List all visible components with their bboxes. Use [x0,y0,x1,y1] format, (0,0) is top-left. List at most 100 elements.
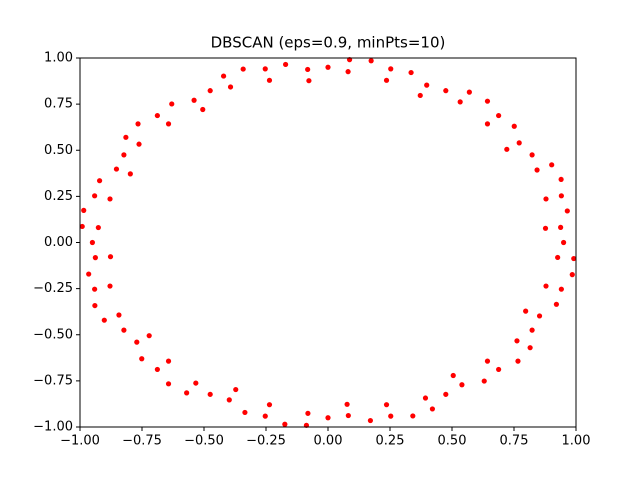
point [127,171,133,177]
point [523,308,529,314]
point [558,176,564,183]
y-tick-label: 0.00 [44,235,73,250]
point [450,372,456,379]
point [345,69,351,75]
point [542,225,549,231]
point [424,82,430,88]
y-tick-label: 0.25 [44,189,73,204]
point [496,112,502,119]
point [92,193,98,199]
point [240,66,246,72]
point [429,406,436,412]
x-tick-label: 0.25 [376,434,405,449]
point [388,66,394,72]
x-tick-label: −0.75 [122,434,162,449]
point [169,101,175,107]
y-tick-label: −0.50 [33,327,73,342]
point [184,390,190,396]
point [107,254,114,260]
point [443,391,449,397]
point [515,358,521,364]
point [514,338,520,344]
point [242,409,248,416]
point [154,112,160,119]
point [410,413,416,419]
point [136,141,142,147]
x-tick-label: 0.75 [500,434,529,449]
point [569,272,575,278]
y-tick-label: 0.75 [44,97,73,112]
point [345,412,351,419]
y-tick-label: 0.50 [44,143,73,158]
point [135,121,141,127]
point [558,224,564,230]
x-tick-label: −1.00 [60,434,100,449]
point [457,99,463,105]
point [165,358,172,364]
x-tick-label: −0.25 [246,434,286,449]
point [529,327,535,333]
point [89,239,95,246]
point [555,254,561,261]
point [408,69,414,76]
point [344,401,350,407]
point [466,89,472,95]
point [529,152,535,158]
point [368,58,374,64]
point [516,140,522,146]
x-tick-label: 0.00 [314,434,343,449]
point [121,327,127,333]
point [165,121,172,127]
point [139,356,145,362]
point [92,286,98,292]
point [121,152,127,158]
point [220,73,227,79]
x-tick-label: 1.00 [562,434,591,449]
point [417,92,423,99]
point [200,106,206,113]
point [92,255,98,261]
point [325,64,331,70]
point [207,391,213,397]
point [165,381,172,387]
point [95,224,101,231]
point [561,239,567,246]
point [116,312,122,318]
axes-frame [79,57,577,428]
point [207,88,213,94]
point [571,255,577,262]
point [534,167,540,173]
point [383,402,390,408]
y-tick-label: 1.00 [44,51,73,66]
y-tick-label: −1.00 [33,420,73,435]
point [484,98,491,104]
point [496,366,502,373]
point [154,366,160,373]
point [227,84,234,90]
point [388,413,394,419]
chart-title: DBSCAN (eps=0.9, minPts=10) [211,34,446,52]
point [443,88,449,94]
y-tick-label: −0.25 [33,281,73,296]
point [553,301,560,307]
point [481,378,487,384]
point [81,207,87,213]
point [558,286,564,292]
point [113,166,120,172]
point [558,193,564,199]
point [543,196,549,202]
point [266,77,273,83]
point [107,196,113,202]
point [86,271,92,277]
point [549,162,555,168]
x-tick-label: 0.50 [438,434,467,449]
point [282,61,289,68]
point [367,417,374,424]
x-tick-label: −0.50 [184,434,224,449]
point [536,313,543,319]
point [79,223,85,230]
point [266,402,273,408]
point [511,123,517,129]
point [305,66,311,73]
point [543,283,549,289]
